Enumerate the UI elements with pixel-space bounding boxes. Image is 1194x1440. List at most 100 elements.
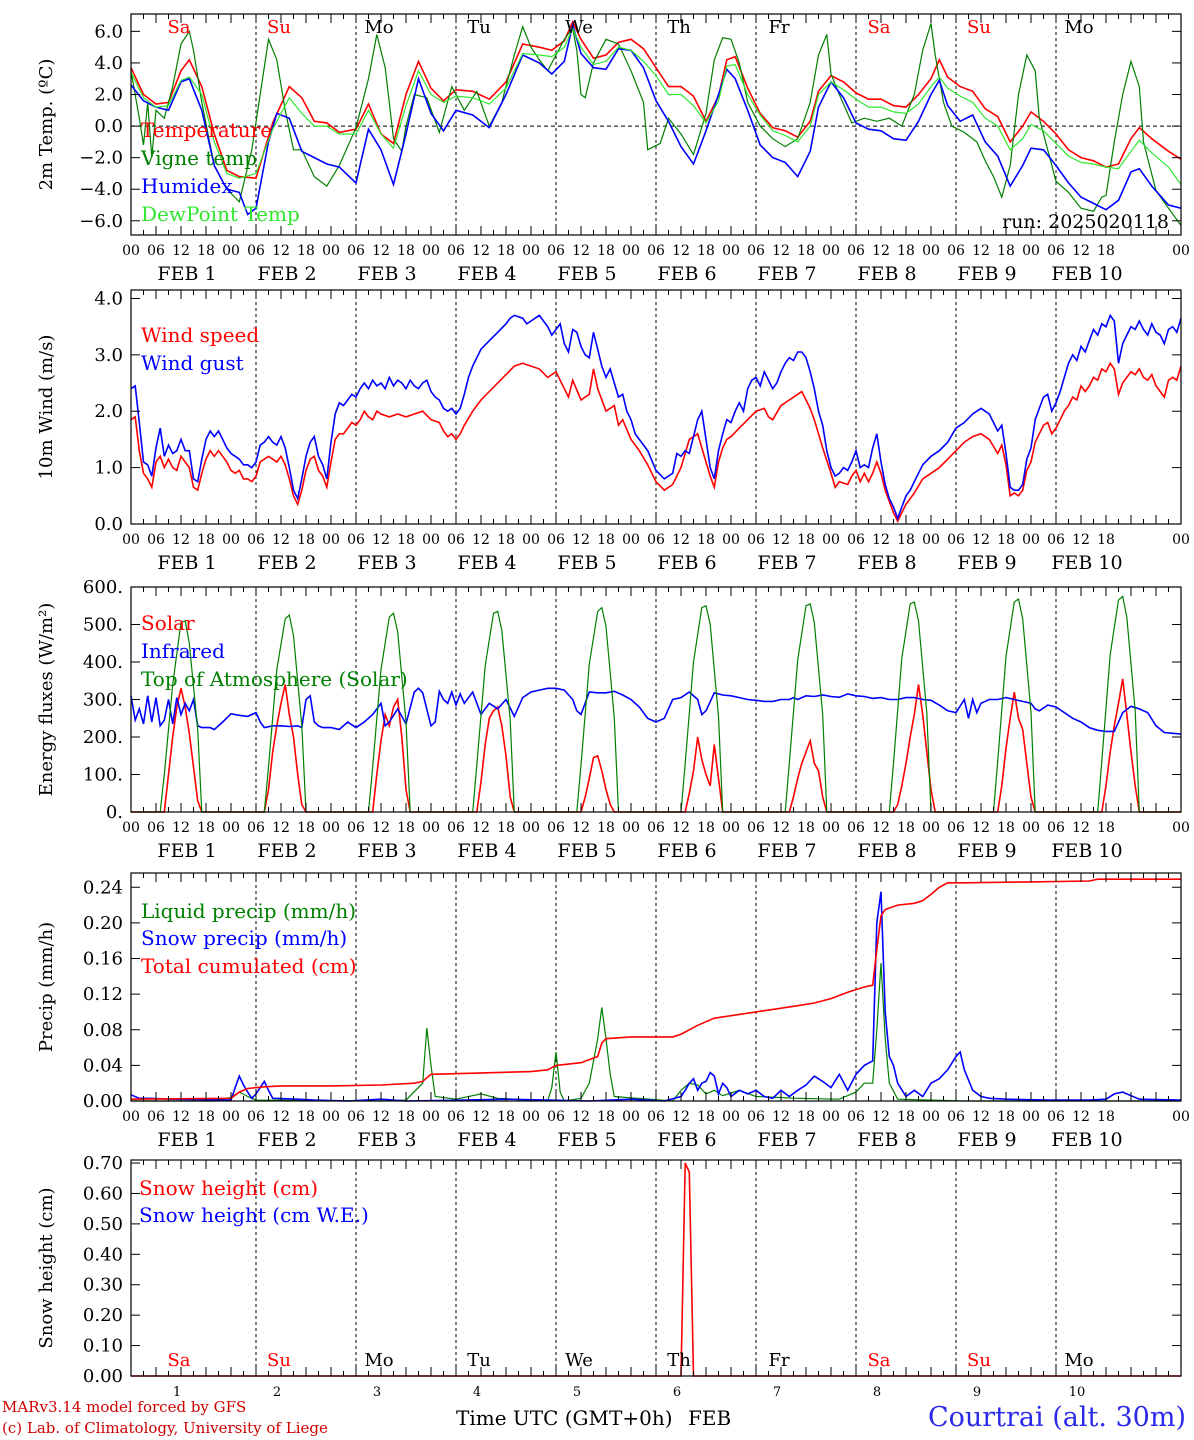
y-tick-label: 0.10: [83, 1336, 123, 1357]
hour-label: 18: [697, 243, 715, 259]
series-line: [130, 23, 1182, 226]
hour-label: 06: [847, 243, 865, 259]
hour-label: 12: [972, 1109, 990, 1125]
hour-label: 06: [547, 243, 565, 259]
hour-label: 12: [172, 532, 190, 548]
hour-label: 06: [647, 243, 665, 259]
y-tick-label: −6.0: [79, 211, 123, 232]
hour-label: 00: [122, 243, 140, 259]
run-label: run: 2025020118: [1002, 211, 1169, 233]
date-label: FEB 9: [957, 263, 1016, 285]
hour-label: 12: [872, 243, 890, 259]
date-label: FEB 4: [457, 552, 516, 574]
date-label: FEB 5: [557, 840, 616, 862]
hour-label: 00: [922, 243, 940, 259]
hour-label: 12: [672, 1109, 690, 1125]
y-tick-label: 0.20: [83, 913, 123, 934]
y-tick-label: 500.: [83, 615, 123, 636]
date-label: FEB 5: [557, 552, 616, 574]
y-tick-label: 0.40: [83, 1244, 123, 1265]
hour-label: 12: [372, 532, 390, 548]
hour-label: 00: [1172, 243, 1190, 259]
day-name: Fr: [768, 1350, 789, 1371]
date-label: FEB 7: [757, 263, 816, 285]
day-number: 8: [873, 1385, 881, 1400]
hour-label: 06: [547, 532, 565, 548]
hour-label: 18: [697, 1109, 715, 1125]
x-axis-label: Time UTC (GMT+0h): [456, 1406, 673, 1430]
hour-label: 12: [372, 243, 390, 259]
legend-entry: Vigne temp: [140, 146, 257, 170]
day-number: 7: [773, 1385, 781, 1400]
hour-label: 18: [497, 243, 515, 259]
day-name: Su: [967, 1350, 991, 1371]
hour-label: 12: [1072, 820, 1090, 836]
hour-label: 18: [997, 243, 1015, 259]
y-tick-label: 2.0: [94, 85, 123, 106]
day-name: Sa: [867, 17, 890, 38]
hour-label: 12: [172, 820, 190, 836]
y-tick-label: 0.: [106, 802, 123, 823]
hour-label: 12: [972, 532, 990, 548]
y-tick-label: 0.60: [83, 1183, 123, 1204]
hour-label: 00: [922, 1109, 940, 1125]
day-number: 10: [1069, 1385, 1086, 1400]
date-label: FEB 1: [157, 263, 216, 285]
hour-label: 00: [422, 532, 440, 548]
date-label: FEB 4: [457, 263, 516, 285]
legend-entry: Top of Atmosphere (Solar): [141, 667, 408, 691]
hour-label: 18: [1097, 532, 1115, 548]
day-name: Tu: [467, 17, 491, 38]
hour-label: 00: [622, 243, 640, 259]
y-axis-label: Precip (mm/h): [36, 922, 57, 1052]
hour-label: 06: [347, 1109, 365, 1125]
date-label: FEB 3: [357, 263, 416, 285]
hour-label: 12: [1072, 532, 1090, 548]
hour-label: 00: [622, 820, 640, 836]
day-name: Mo: [1064, 1350, 1093, 1371]
day-number: 5: [573, 1385, 581, 1400]
hour-label: 00: [722, 1109, 740, 1125]
y-tick-label: 0.0: [94, 116, 123, 137]
hour-label: 06: [447, 532, 465, 548]
y-tick-label: 3.0: [94, 345, 123, 366]
hour-label: 12: [872, 820, 890, 836]
day-name: Fr: [768, 17, 789, 38]
hour-label: 18: [1097, 1109, 1115, 1125]
date-label: FEB 9: [957, 552, 1016, 574]
hour-label: 18: [997, 1109, 1015, 1125]
hour-label: 12: [472, 1109, 490, 1125]
hour-label: 06: [347, 243, 365, 259]
hour-label: 00: [1172, 1109, 1190, 1125]
y-tick-label: 0.16: [83, 949, 123, 970]
hour-label: 12: [572, 820, 590, 836]
y-tick-label: 100.: [83, 765, 123, 786]
day-number: 3: [373, 1385, 381, 1400]
hour-label: 06: [947, 820, 965, 836]
hour-label: 06: [847, 532, 865, 548]
legend-entry: Snow height (cm): [139, 1176, 318, 1200]
hour-label: 00: [1022, 1109, 1040, 1125]
date-label: FEB 2: [257, 552, 316, 574]
hour-label: 12: [572, 1109, 590, 1125]
hour-label: 00: [722, 820, 740, 836]
y-tick-label: 2.0: [94, 401, 123, 422]
hour-label: 12: [1072, 1109, 1090, 1125]
hour-label: 18: [1097, 243, 1115, 259]
date-label: FEB 7: [757, 1129, 816, 1151]
hour-label: 12: [772, 1109, 790, 1125]
hour-label: 18: [597, 820, 615, 836]
date-label: FEB 10: [1051, 552, 1122, 574]
day-name: Su: [267, 1350, 291, 1371]
hour-label: 12: [472, 532, 490, 548]
hour-label: 18: [197, 1109, 215, 1125]
series-line: [130, 313, 1182, 521]
date-label: FEB 10: [1051, 263, 1122, 285]
hour-label: 00: [522, 243, 540, 259]
hour-label: 00: [822, 243, 840, 259]
date-label: FEB 6: [657, 552, 716, 574]
y-tick-label: 0.0: [94, 514, 123, 535]
hour-label: 06: [447, 820, 465, 836]
hour-label: 00: [722, 243, 740, 259]
